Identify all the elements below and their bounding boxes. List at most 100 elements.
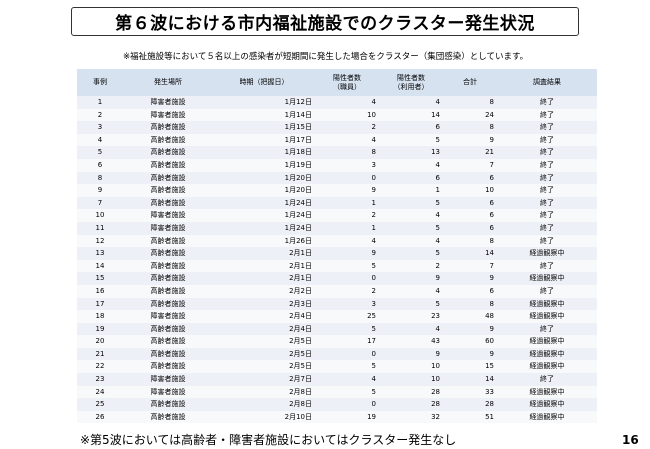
cell-users: 4 [379,158,443,172]
cell-staff: 3 [315,158,379,172]
cell-total: 14 [443,373,497,386]
cell-result: 経過観察中 [497,360,597,374]
cell-case: 11 [77,221,123,235]
cell-total: 14 [443,247,497,260]
cell-total: 24 [443,108,497,122]
cell-date: 2月10日 [213,410,315,424]
cell-total: 33 [443,385,497,399]
cell-result: 経過観察中 [497,335,597,348]
cell-place: 高齢者施設 [123,196,213,210]
cell-staff: 19 [315,410,379,424]
table-row: 9 高齢者施設 1月20日 9 1 10 終了 [77,184,597,197]
cell-users: 23 [379,310,443,323]
cell-result: 経過観察中 [497,310,597,323]
table-row: 7 高齢者施設 1月24日 1 5 6 終了 [77,196,597,210]
cell-place: 高齢者施設 [123,335,213,348]
cell-date: 1月15日 [213,121,315,134]
cell-date: 2月2日 [213,284,315,298]
cell-place: 障害者施設 [123,96,213,109]
cell-staff: 4 [315,373,379,386]
cell-place: 高齢者施設 [123,184,213,197]
cell-total: 60 [443,335,497,348]
cell-result: 終了 [497,121,597,134]
cell-users: 4 [379,209,443,222]
cell-case: 25 [77,398,123,411]
cell-result: 終了 [497,184,597,197]
table-row: 18 障害者施設 2月4日 25 23 48 経過観察中 [77,310,597,323]
cell-place: 障害者施設 [123,373,213,386]
cell-staff: 5 [315,385,379,399]
cell-users: 4 [379,234,443,248]
header-total: 合計 [443,69,497,96]
definition-note: ※福祉施設等において５名以上の感染者が短期間に発生した場合をクラスター（集団感染… [123,52,529,62]
cell-staff: 9 [315,247,379,260]
cell-case: 10 [77,209,123,222]
header-case: 事例 [77,69,123,96]
table-row: 23 障害者施設 2月7日 4 10 14 終了 [77,373,597,386]
cell-staff: 2 [315,121,379,134]
cell-case: 23 [77,373,123,386]
cell-users: 5 [379,196,443,210]
cell-users: 28 [379,385,443,399]
cell-place: 高齢者施設 [123,360,213,374]
header-place: 発生場所 [123,69,213,96]
cell-users: 28 [379,398,443,411]
header-users-line1: 陽性者数 [397,73,425,82]
cell-place: 障害者施設 [123,209,213,222]
header-staff-line2: （職員） [333,82,361,91]
cell-date: 1月17日 [213,133,315,147]
cell-staff: 4 [315,96,379,109]
cell-date: 1月24日 [213,196,315,210]
cell-users: 9 [379,272,443,285]
table-row: 6 高齢者施設 1月19日 3 4 7 終了 [77,158,597,172]
cell-total: 8 [443,121,497,134]
cell-place: 高齢者施設 [123,398,213,411]
cell-date: 2月8日 [213,398,315,411]
cell-place: 高齢者施設 [123,133,213,147]
header-staff: 陽性者数 （職員） [315,69,379,96]
cell-users: 6 [379,121,443,134]
cell-place: 高齢者施設 [123,171,213,185]
cell-place: 障害者施設 [123,108,213,122]
cell-place: 高齢者施設 [123,347,213,361]
cell-case: 15 [77,272,123,285]
cell-case: 20 [77,335,123,348]
cell-users: 10 [379,360,443,374]
cell-total: 7 [443,259,497,273]
cell-place: 高齢者施設 [123,297,213,311]
cell-staff: 5 [315,360,379,374]
table-row: 14 高齢者施設 2月1日 5 2 7 終了 [77,259,597,273]
cell-users: 4 [379,322,443,336]
cell-case: 24 [77,385,123,399]
cell-total: 9 [443,272,497,285]
cell-case: 14 [77,259,123,273]
cell-date: 2月5日 [213,347,315,361]
cell-total: 6 [443,171,497,185]
cell-staff: 4 [315,133,379,147]
cell-users: 9 [379,347,443,361]
cell-result: 終了 [497,322,597,336]
cell-result: 終了 [497,171,597,185]
cell-total: 7 [443,158,497,172]
cell-users: 4 [379,96,443,109]
cell-staff: 10 [315,108,379,122]
table-row: 17 高齢者施設 2月3日 3 5 8 経過観察中 [77,297,597,311]
cell-place: 高齢者施設 [123,158,213,172]
cell-users: 32 [379,410,443,424]
cell-total: 48 [443,310,497,323]
cell-total: 15 [443,360,497,374]
cell-total: 9 [443,133,497,147]
cell-result: 終了 [497,234,597,248]
cell-date: 2月7日 [213,373,315,386]
cell-users: 5 [379,133,443,147]
header-staff-line1: 陽性者数 [333,73,361,82]
cell-result: 経過観察中 [497,272,597,285]
cell-staff: 0 [315,347,379,361]
cell-users: 2 [379,259,443,273]
cell-staff: 1 [315,221,379,235]
cell-result: 終了 [497,259,597,273]
cell-total: 9 [443,347,497,361]
cell-staff: 2 [315,284,379,298]
cell-result: 終了 [497,373,597,386]
cell-case: 9 [77,184,123,197]
